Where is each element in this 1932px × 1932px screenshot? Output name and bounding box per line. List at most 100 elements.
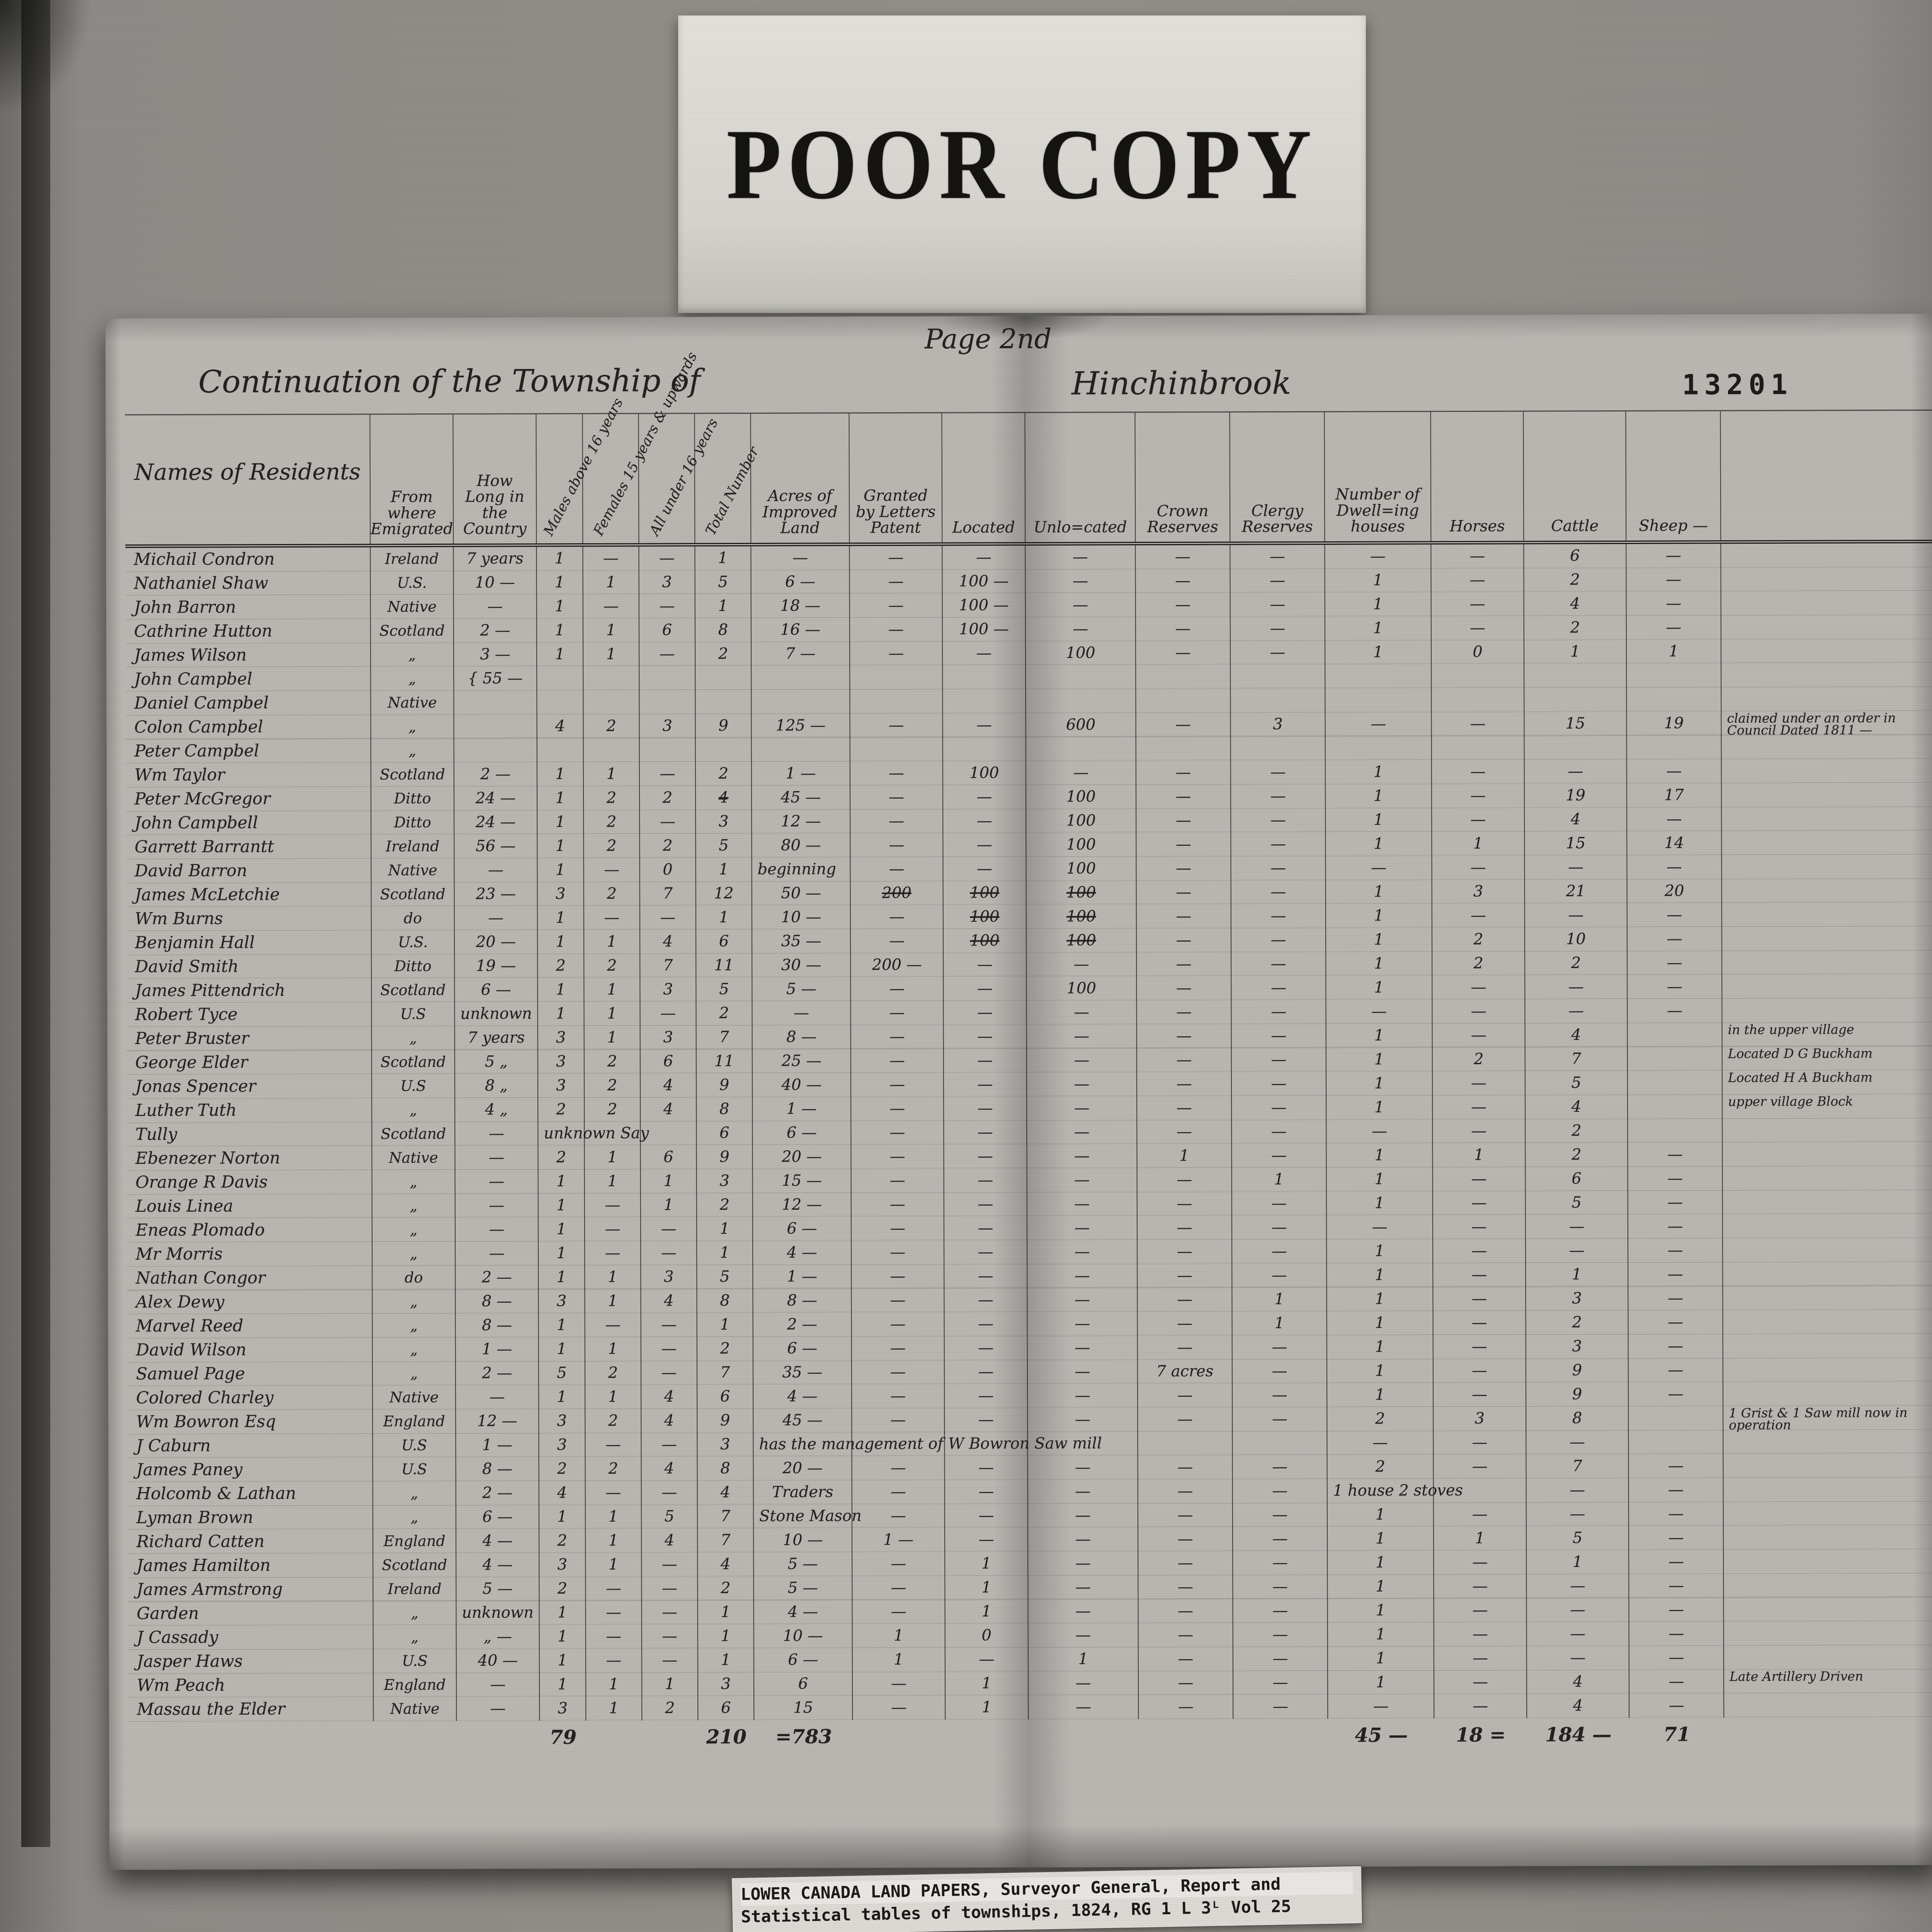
- table-cell: Wm Burns: [126, 906, 372, 932]
- column-header: Horses: [1431, 412, 1524, 541]
- table-cell: 15: [1524, 711, 1627, 737]
- table-cell: —: [1434, 1550, 1527, 1575]
- table-cell: —: [1525, 999, 1628, 1024]
- table-cell: —: [584, 906, 640, 930]
- table-cell: —: [641, 1313, 697, 1337]
- table-cell: „: [372, 1289, 456, 1314]
- table-cell: [1723, 1286, 1932, 1310]
- table-cell: 1: [1327, 1191, 1433, 1216]
- table-cell: —: [1626, 568, 1721, 592]
- table-cell: —: [1525, 855, 1628, 880]
- table-cell: 7: [697, 1361, 753, 1385]
- table-cell: James Hamilton: [128, 1553, 374, 1578]
- table-cell: —: [852, 1264, 945, 1289]
- table-cell: 2: [1327, 1455, 1434, 1479]
- table-cell: Scotland: [372, 1050, 455, 1075]
- table-cell: 2: [539, 1457, 586, 1481]
- table-cell: [1721, 615, 1932, 639]
- table-cell: 3: [696, 810, 752, 834]
- table-cell: 2: [584, 954, 641, 978]
- table-cell: 1: [586, 1696, 643, 1721]
- table-cell: 1: [945, 1575, 1029, 1600]
- table-cell: in the upper village: [1728, 1022, 1854, 1037]
- table-cell: —: [1431, 592, 1524, 617]
- table-cell: —: [586, 1624, 642, 1649]
- table-cell: —: [1139, 1695, 1234, 1719]
- table-cell: [1524, 687, 1627, 712]
- table-cell: 45 —: [753, 1408, 852, 1434]
- table-cell: —: [455, 1170, 539, 1194]
- table-cell: 1: [852, 1624, 946, 1648]
- table-cell: —: [851, 1121, 944, 1145]
- table-cell: —: [1233, 1503, 1328, 1527]
- table-cell: —: [1626, 544, 1721, 568]
- table-cell: 2: [639, 786, 696, 810]
- table-cell: [1627, 735, 1722, 760]
- table-cell: 0: [1431, 640, 1525, 665]
- table-cell: Ebenezer Norton: [127, 1146, 372, 1171]
- table-cell: —: [1233, 1407, 1328, 1432]
- table-cell: 1: [537, 930, 585, 954]
- table-cell: 45 —: [752, 786, 851, 810]
- table-cell: 4: [641, 1529, 698, 1553]
- table-cell: —: [1027, 1216, 1138, 1240]
- table-cell: —: [1527, 1622, 1629, 1646]
- table-cell: 20 —: [454, 930, 538, 954]
- table-cell: —: [945, 1503, 1028, 1528]
- table-cell: Located D G Buckham: [1728, 1046, 1873, 1061]
- totals-cell: [457, 1721, 540, 1756]
- table-cell: 1: [537, 810, 584, 835]
- table-cell: —: [1629, 1598, 1724, 1622]
- table-cell: 1: [539, 1385, 586, 1410]
- table-cell: [1432, 736, 1525, 760]
- table-cell: —: [1231, 1000, 1327, 1024]
- table-cell: —: [1027, 1312, 1138, 1336]
- table-cell: —: [1136, 760, 1231, 785]
- table-cell: —: [1136, 784, 1231, 809]
- table-cell: —: [1628, 1143, 1723, 1167]
- table-cell: 11: [696, 953, 753, 978]
- column-header-label: From where Emigrated: [370, 488, 453, 538]
- column-header-label: Sheep —: [1639, 517, 1708, 535]
- table-cell: —: [1026, 761, 1136, 785]
- table-cell: —: [945, 1527, 1029, 1552]
- table-cell: —: [1137, 1048, 1232, 1073]
- table-cell: —: [1626, 616, 1721, 640]
- table-cell: [850, 665, 943, 690]
- totals-cell: [1724, 1717, 1932, 1752]
- column-header: Crown Reserves: [1135, 412, 1231, 542]
- table-cell: —: [1629, 1478, 1724, 1502]
- table-cell: „: [373, 1625, 457, 1650]
- column-header-label: How Long in the Country: [463, 472, 527, 538]
- table-cell: —: [1026, 617, 1136, 641]
- column-header-label: Clergy Reserves: [1242, 502, 1313, 536]
- table-cell: 24 —: [454, 786, 538, 811]
- table-cell: 12 —: [753, 1193, 852, 1217]
- table-cell: —: [1232, 1143, 1327, 1168]
- table-cell: [1325, 688, 1432, 713]
- table-cell: —: [1232, 1191, 1327, 1216]
- table-cell: 7: [1525, 1047, 1628, 1071]
- totals-cell: 184 —: [1545, 1723, 1612, 1746]
- table-cell: —: [852, 1600, 946, 1624]
- table-cell: 1: [1327, 1311, 1434, 1335]
- table-cell: —: [944, 1048, 1027, 1073]
- table-cell: [1432, 664, 1525, 689]
- table-cell: [1723, 1454, 1932, 1478]
- table-cell: 4 —: [753, 1241, 852, 1265]
- table-cell: 100: [943, 761, 1026, 786]
- table-cell: 1: [585, 1529, 642, 1553]
- table-cell: „: [371, 667, 454, 691]
- table-cell: 2: [642, 1696, 699, 1721]
- table-cell: —: [1230, 592, 1325, 617]
- table-cell: 2 —: [456, 1481, 539, 1505]
- table-cell: [1026, 737, 1136, 761]
- table-cell: 4: [640, 930, 697, 954]
- table-cell: [752, 666, 850, 690]
- table-cell: —: [1026, 569, 1136, 594]
- totals-cell: [1029, 1719, 1139, 1754]
- column-header-label: Unlo=cated: [1033, 518, 1127, 537]
- table-cell: 1: [537, 786, 584, 811]
- table-cell: 2: [583, 714, 640, 739]
- table-cell: —: [944, 1360, 1028, 1384]
